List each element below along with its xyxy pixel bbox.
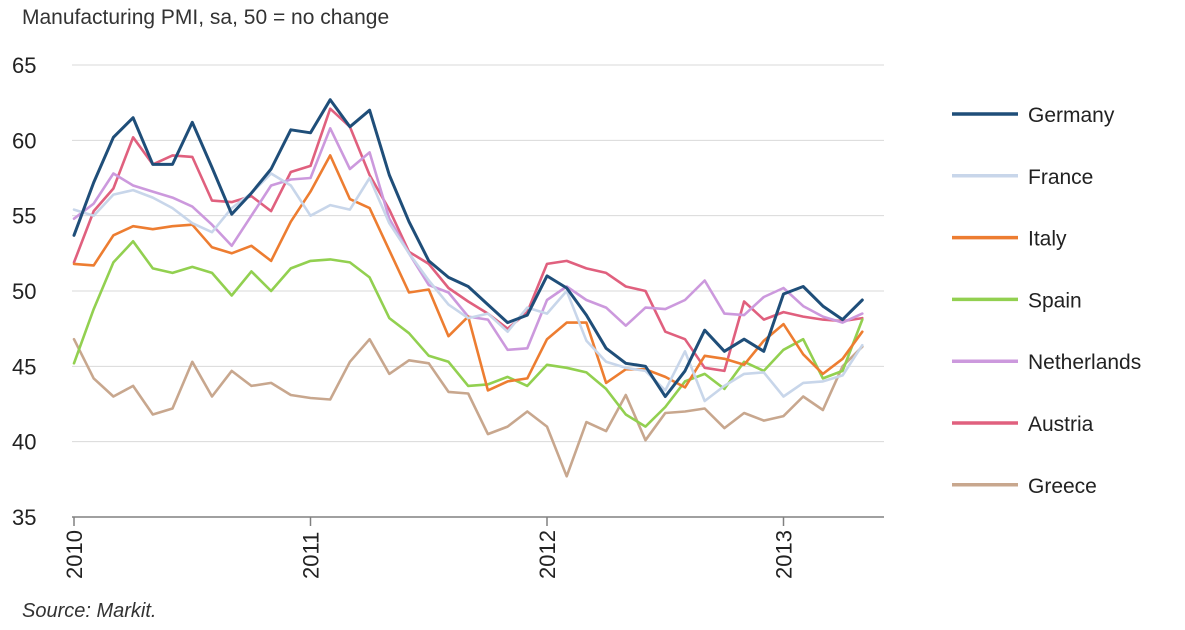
series-line-spain — [74, 241, 862, 426]
y-axis-tick-labels: 35 40 45 50 55 60 65 — [12, 53, 36, 530]
x-axis-tick-labels: 2010 2011 2012 2013 — [62, 530, 797, 579]
legend-label-austria: Austria — [1028, 413, 1094, 436]
y-tick-label-40: 40 — [12, 430, 36, 455]
y-tick-label-35: 35 — [12, 505, 36, 530]
legend: Germany France Italy Spain Netherlands Austri… — [952, 104, 1141, 498]
y-tick-label-45: 45 — [12, 354, 36, 379]
x-tick-label-2012: 2012 — [535, 530, 560, 579]
x-tick-label-2011: 2011 — [299, 532, 324, 579]
legend-label-france: France — [1028, 166, 1093, 189]
y-tick-label-50: 50 — [12, 279, 36, 304]
chart-source-note: Source: Markit. — [22, 600, 156, 623]
axes — [72, 517, 884, 526]
legend-label-spain: Spain — [1028, 289, 1082, 312]
x-tick-label-2010: 2010 — [62, 530, 87, 579]
legend-label-italy: Italy — [1028, 228, 1067, 251]
series-line-greece — [74, 339, 862, 476]
legend-label-netherlands: Netherlands — [1028, 351, 1141, 374]
series-line-italy — [74, 155, 862, 390]
legend-label-greece: Greece — [1028, 475, 1097, 498]
series-line-austria — [74, 109, 862, 371]
series-line-germany — [74, 100, 862, 397]
series-lines — [74, 100, 862, 477]
x-tick-label-2013: 2013 — [772, 530, 797, 579]
y-tick-label-65: 65 — [12, 53, 36, 78]
y-tick-label-60: 60 — [12, 128, 36, 153]
legend-label-germany: Germany — [1028, 104, 1115, 127]
y-tick-label-55: 55 — [12, 204, 36, 229]
